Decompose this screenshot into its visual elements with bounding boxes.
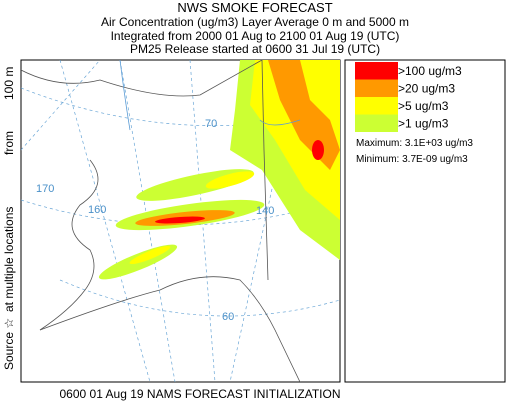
plume xyxy=(155,216,205,224)
minimum: Minimum: 3.7E-09 ug/m3 xyxy=(356,154,468,165)
river xyxy=(119,60,301,131)
map-label: 70 xyxy=(205,118,217,130)
plume xyxy=(205,171,255,189)
coastline xyxy=(21,60,263,97)
title: NWS SMOKE FORECAST xyxy=(177,0,332,15)
subtitle: PM25 Release started at 0600 31 Jul 19 (… xyxy=(130,42,380,56)
graticule xyxy=(59,279,340,317)
legend-label: >1 ug/m3 xyxy=(398,117,449,131)
plume xyxy=(129,245,171,265)
border xyxy=(261,60,269,281)
side-label: Source ☆ xyxy=(2,318,16,370)
map-label: 160 xyxy=(88,204,106,216)
smoke-area xyxy=(268,60,340,170)
side-label: 100 m xyxy=(2,67,16,100)
map-label: 140 xyxy=(256,205,274,217)
legend-swatch xyxy=(355,62,398,80)
subtitle: Air Concentration (ug/m3) Layer Average … xyxy=(101,15,409,29)
legend: >100 ug/m3 >20 ug/m3 >5 ug/m3 >1 ug/m3 Maxi… xyxy=(344,59,506,383)
maximum: Maximum: 3.1E+03 ug/m3 xyxy=(356,138,473,149)
legend-label: >20 ug/m3 xyxy=(398,82,455,96)
footer: 0600 01 Aug 19 NAMS FORECAST INITIALIZAT… xyxy=(60,387,341,401)
coastline xyxy=(39,159,99,331)
side-label: from xyxy=(2,131,16,155)
legend-entries: >100 ug/m3 >20 ug/m3 >5 ug/m3 >1 ug/m3 xyxy=(355,62,462,132)
legend-swatch xyxy=(355,97,398,115)
legend-label: >100 ug/m3 xyxy=(398,64,462,78)
graticule xyxy=(59,60,151,382)
smoke-area xyxy=(250,60,340,220)
legend-swatch xyxy=(355,79,398,97)
legend-label: >5 ug/m3 xyxy=(398,99,449,113)
map: 70 170 160 140 60 xyxy=(20,59,341,383)
map-label: 60 xyxy=(222,311,234,323)
smoke-area xyxy=(312,140,324,160)
graticule xyxy=(21,199,340,226)
side-label: at multiple locations xyxy=(2,207,16,312)
subtitle: Integrated from 2000 01 Aug to 2100 01 A… xyxy=(111,29,400,43)
map-label: 170 xyxy=(36,183,54,195)
legend-swatch xyxy=(355,114,398,132)
graticule xyxy=(21,60,101,151)
coastline xyxy=(39,276,301,382)
